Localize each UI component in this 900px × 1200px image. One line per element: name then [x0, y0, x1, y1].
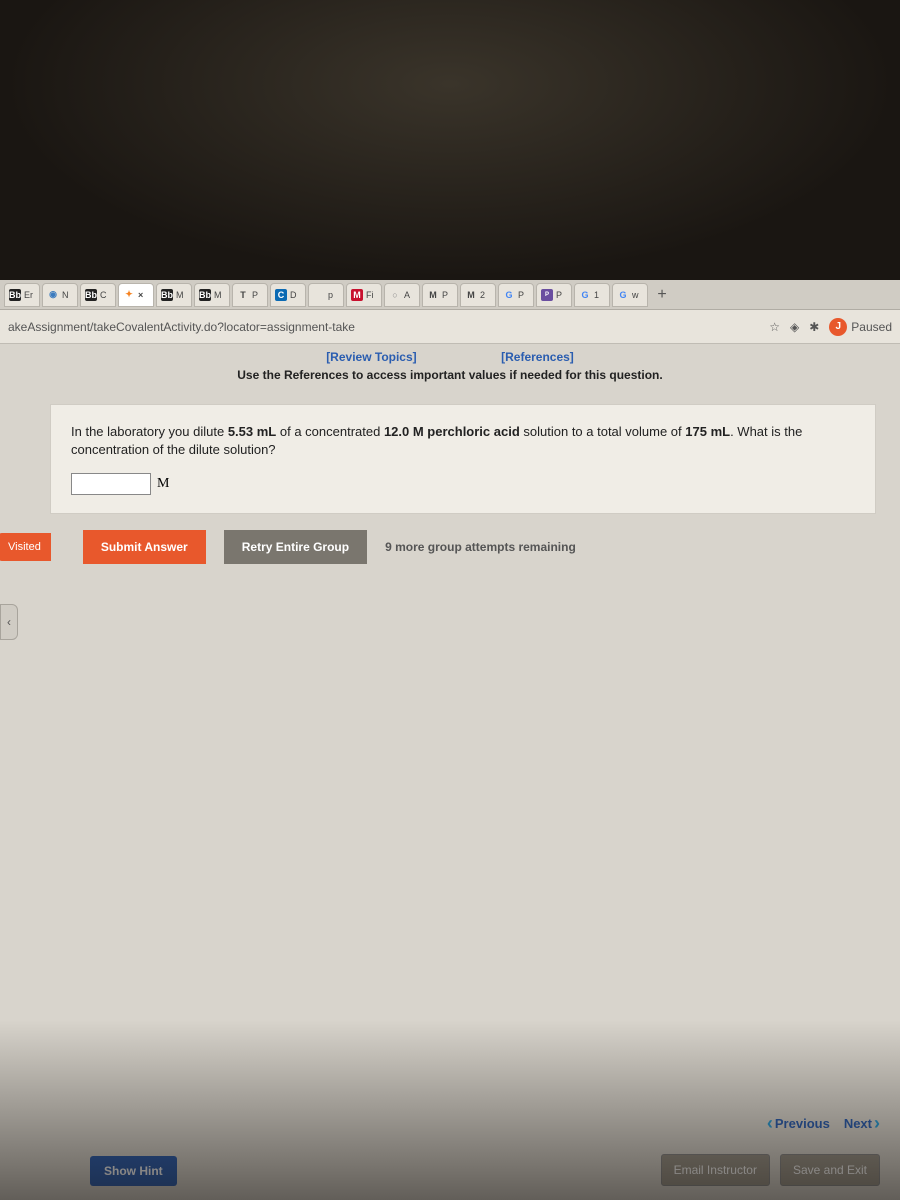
browser-tab[interactable]: MFi: [346, 283, 382, 307]
favicon-icon: Bb: [161, 289, 173, 301]
favicon-icon: M: [427, 289, 439, 301]
chevron-left-icon: ‹: [767, 1113, 773, 1134]
submit-answer-button[interactable]: Submit Answer: [83, 530, 206, 564]
browser-tab[interactable]: CD: [270, 283, 306, 307]
tab-label: C: [100, 290, 107, 300]
browser-tab[interactable]: GP: [498, 283, 534, 307]
page-content: [Review Topics] [References] Use the Ref…: [0, 344, 900, 1200]
background-reflection: [0, 0, 900, 280]
address-bar: akeAssignment/takeCovalentActivity.do?lo…: [0, 310, 900, 344]
extension-icon[interactable]: ✱: [809, 320, 819, 334]
nav-row: ‹ Previous Next ›: [20, 1113, 880, 1134]
browser-tab[interactable]: PP: [536, 283, 572, 307]
favicon-icon: ✦: [123, 289, 135, 301]
favicon-icon: P: [541, 289, 553, 301]
browser-window: BbEr◉NBbC✦×BbMBbMTPCDpMFi○AMPM2GPPPG1Gw+…: [0, 280, 900, 1200]
browser-tab[interactable]: p: [308, 283, 344, 307]
favicon-icon: M: [351, 289, 363, 301]
unit-label: M: [157, 476, 169, 492]
browser-tab[interactable]: BbM: [194, 283, 230, 307]
avatar-icon: J: [829, 318, 847, 336]
tab-label: D: [290, 290, 297, 300]
bottom-bar: ‹ Previous Next › Show Hint Email Instru…: [0, 1113, 900, 1200]
concentration-input[interactable]: [71, 473, 151, 495]
browser-tab[interactable]: ◉N: [42, 283, 78, 307]
favicon-icon: T: [237, 289, 249, 301]
address-icons: ☆ ◈ ✱ J Paused: [769, 318, 892, 336]
browser-tab[interactable]: BbC: [80, 283, 116, 307]
show-hint-button[interactable]: Show Hint: [90, 1156, 177, 1186]
favicon-icon: ◉: [47, 289, 59, 301]
tab-label: Fi: [366, 290, 374, 300]
favicon-icon: Bb: [85, 289, 97, 301]
question-text: In the laboratory you dilute 5.53 mL of …: [71, 423, 855, 459]
favicon-icon: M: [465, 289, 477, 301]
favicon-icon: [313, 289, 325, 301]
tab-label: M: [214, 290, 222, 300]
tab-label: 2: [480, 290, 485, 300]
favicon-icon: ○: [389, 289, 401, 301]
browser-tab[interactable]: G1: [574, 283, 610, 307]
tab-label: A: [404, 290, 410, 300]
favicon-icon: G: [617, 289, 629, 301]
reference-instruction: Use the References to access important v…: [0, 368, 900, 392]
browser-tab[interactable]: MP: [422, 283, 458, 307]
favicon-icon: Bb: [199, 289, 211, 301]
browser-tab[interactable]: TP: [232, 283, 268, 307]
tab-label: ×: [138, 290, 143, 300]
scroll-left-button[interactable]: ‹: [0, 604, 18, 640]
action-row: Visited Submit Answer Retry Entire Group…: [0, 530, 900, 564]
visited-tab[interactable]: Visited: [0, 533, 51, 561]
tab-label: N: [62, 290, 69, 300]
browser-tab[interactable]: BbM: [156, 283, 192, 307]
url-text: akeAssignment/takeCovalentActivity.do?lo…: [8, 320, 761, 334]
tab-strip: BbEr◉NBbC✦×BbMBbMTPCDpMFi○AMPM2GPPPG1Gw+: [0, 280, 900, 310]
favicon-icon: G: [579, 289, 591, 301]
exit-row: Email Instructor Save and Exit: [661, 1154, 880, 1186]
tab-label: p: [328, 290, 333, 300]
chevron-right-icon: ›: [874, 1113, 880, 1134]
tab-label: P: [518, 290, 524, 300]
browser-tab[interactable]: ✦×: [118, 283, 154, 307]
tab-label: Er: [24, 290, 33, 300]
tab-label: 1: [594, 290, 599, 300]
bookmark-star-icon[interactable]: ☆: [769, 320, 780, 334]
tab-label: M: [176, 290, 184, 300]
new-tab-button[interactable]: +: [650, 283, 674, 307]
answer-row: M: [71, 473, 855, 495]
favicon-icon: Bb: [9, 289, 21, 301]
attempts-remaining: 9 more group attempts remaining: [385, 540, 576, 554]
favicon-icon: G: [503, 289, 515, 301]
tab-label: P: [442, 290, 448, 300]
top-links: [Review Topics] [References]: [0, 344, 900, 368]
review-topics-link[interactable]: [Review Topics]: [326, 350, 416, 364]
browser-tab[interactable]: M2: [460, 283, 496, 307]
tab-label: P: [252, 290, 258, 300]
shield-icon[interactable]: ◈: [790, 320, 799, 334]
paused-label: Paused: [851, 320, 892, 334]
save-exit-button[interactable]: Save and Exit: [780, 1154, 880, 1186]
browser-tab[interactable]: ○A: [384, 283, 420, 307]
email-instructor-button[interactable]: Email Instructor: [661, 1154, 770, 1186]
tab-label: P: [556, 290, 562, 300]
browser-tab[interactable]: Gw: [612, 283, 648, 307]
next-button[interactable]: Next ›: [844, 1113, 880, 1134]
references-link[interactable]: [References]: [501, 350, 574, 364]
profile-paused[interactable]: J Paused: [829, 318, 892, 336]
browser-tab[interactable]: BbEr: [4, 283, 40, 307]
tab-label: w: [632, 290, 639, 300]
retry-group-button[interactable]: Retry Entire Group: [224, 530, 367, 564]
question-card: In the laboratory you dilute 5.53 mL of …: [50, 404, 876, 514]
favicon-icon: C: [275, 289, 287, 301]
previous-button[interactable]: ‹ Previous: [767, 1113, 830, 1134]
